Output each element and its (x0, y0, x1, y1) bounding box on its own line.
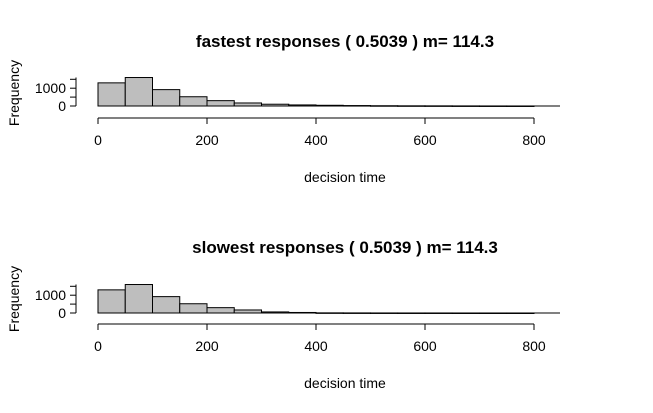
y-axis: 0 1000 (35, 77, 77, 114)
x-tick-label: 400 (304, 338, 328, 354)
y-tick-label: 1000 (35, 287, 66, 303)
x-axis-label: decision time (304, 375, 386, 391)
histogram-bar (124, 284, 153, 314)
y-tick-label: 0 (58, 98, 66, 114)
histogram-panel-fastest: fastest responses ( 0.5039 ) m= 114.3 Fr… (6, 32, 560, 185)
histogram-bar (206, 100, 235, 107)
chart-title: slowest responses ( 0.5039 ) m= 114.3 (192, 238, 498, 257)
x-tick-label: 800 (522, 338, 546, 354)
histogram-bar (152, 296, 181, 314)
histogram-bar (179, 96, 208, 107)
histogram-bar (97, 82, 126, 107)
chart-title: fastest responses ( 0.5039 ) m= 114.3 (196, 32, 494, 51)
x-tick-label: 200 (195, 338, 219, 354)
x-tick-label: 600 (413, 132, 437, 148)
x-tick-label: 0 (94, 338, 102, 354)
x-tick-label: 600 (413, 338, 437, 354)
y-tick-label: 0 (58, 305, 66, 321)
y-axis-label: Frequency (6, 266, 22, 332)
histogram-bar (179, 303, 208, 314)
x-tick-label: 800 (522, 132, 546, 148)
x-tick-label: 400 (304, 132, 328, 148)
histogram-panel-slowest: slowest responses ( 0.5039 ) m= 114.3 Fr… (6, 238, 560, 391)
x-axis-label: decision time (304, 169, 386, 185)
histogram-bar (97, 289, 126, 314)
bars-group (97, 284, 560, 314)
x-axis: 0 200 400 600 800 (94, 323, 546, 354)
histogram-bar (152, 89, 181, 107)
y-axis-label: Frequency (6, 60, 22, 126)
histogram-bar (206, 307, 235, 314)
histogram-bar (124, 77, 153, 107)
x-tick-label: 200 (195, 132, 219, 148)
x-axis: 0 200 400 600 800 (94, 117, 546, 148)
y-axis: 0 1000 (35, 284, 77, 321)
bars-group (97, 77, 560, 107)
x-tick-label: 0 (94, 132, 102, 148)
y-tick-label: 1000 (35, 80, 66, 96)
